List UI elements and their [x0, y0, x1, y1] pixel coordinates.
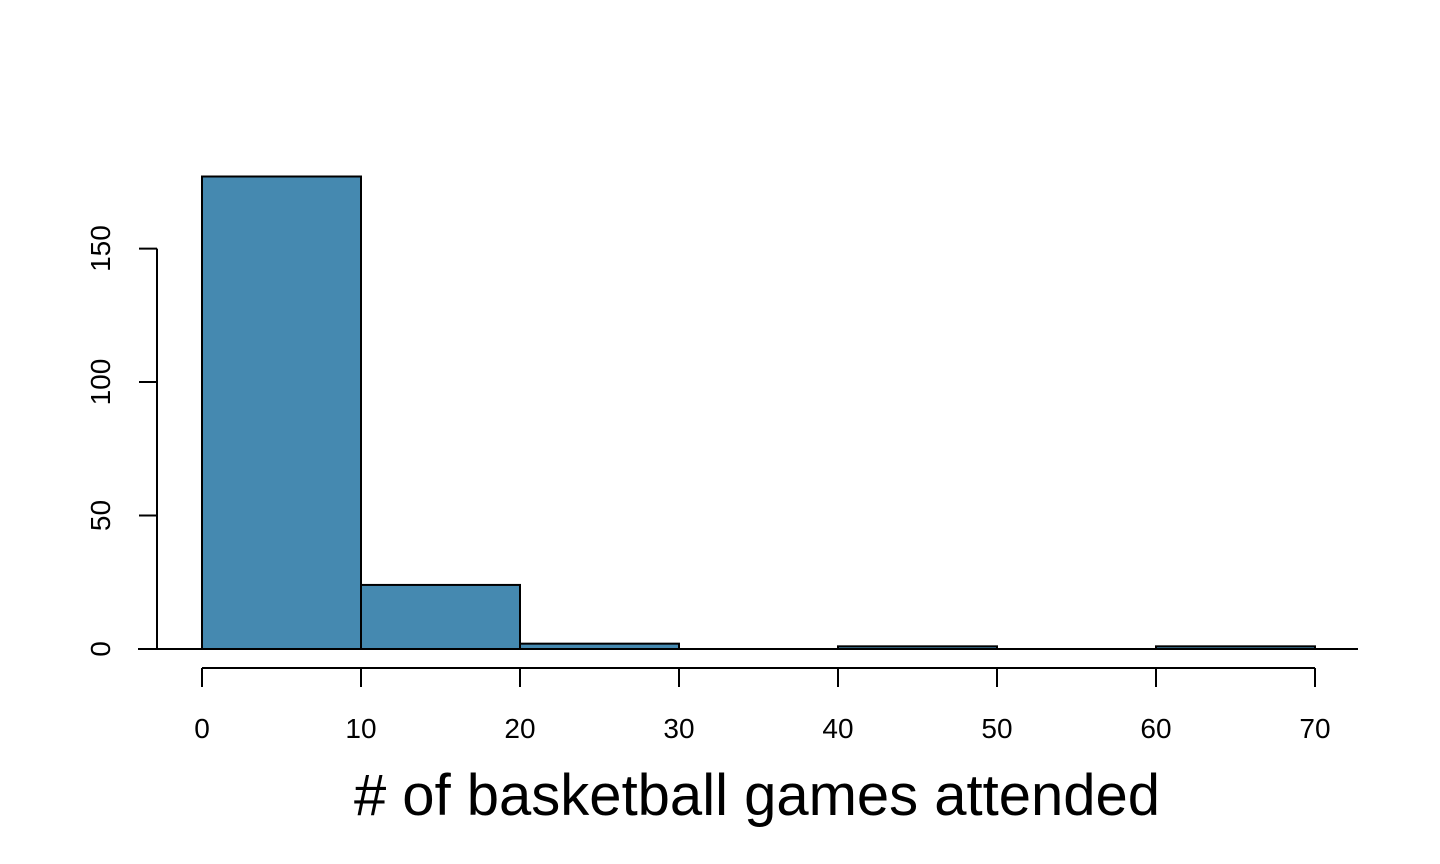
y-tick-label-3: 150	[85, 225, 116, 272]
histogram-bar-1	[360, 583, 521, 650]
x-axis-title: # of basketball games attended	[354, 763, 1160, 828]
x-tick-label-7: 70	[1299, 713, 1330, 744]
x-tick-label-4: 40	[822, 713, 853, 744]
x-tick-label-6: 60	[1140, 713, 1171, 744]
histogram-bar-0	[201, 175, 362, 650]
x-tick-label-0: 0	[194, 713, 210, 744]
x-axis-ticks: 0 10 20 30 40 50 60 70	[194, 668, 1331, 744]
x-tick-label-3: 30	[663, 713, 694, 744]
y-tick-label-0: 0	[85, 641, 116, 657]
x-axis: 0 10 20 30 40 50 60 70	[194, 667, 1331, 744]
x-tick-label-5: 50	[981, 713, 1012, 744]
y-tick-label-1: 50	[85, 500, 116, 531]
x-tick-label-2: 20	[504, 713, 535, 744]
y-axis: 0 50 100 150	[85, 225, 158, 657]
histogram-bars	[201, 175, 1316, 650]
y-tick-label-2: 100	[85, 359, 116, 406]
x-tick-label-1: 10	[345, 713, 376, 744]
y-axis-ticks: 0 50 100 150	[85, 225, 157, 657]
